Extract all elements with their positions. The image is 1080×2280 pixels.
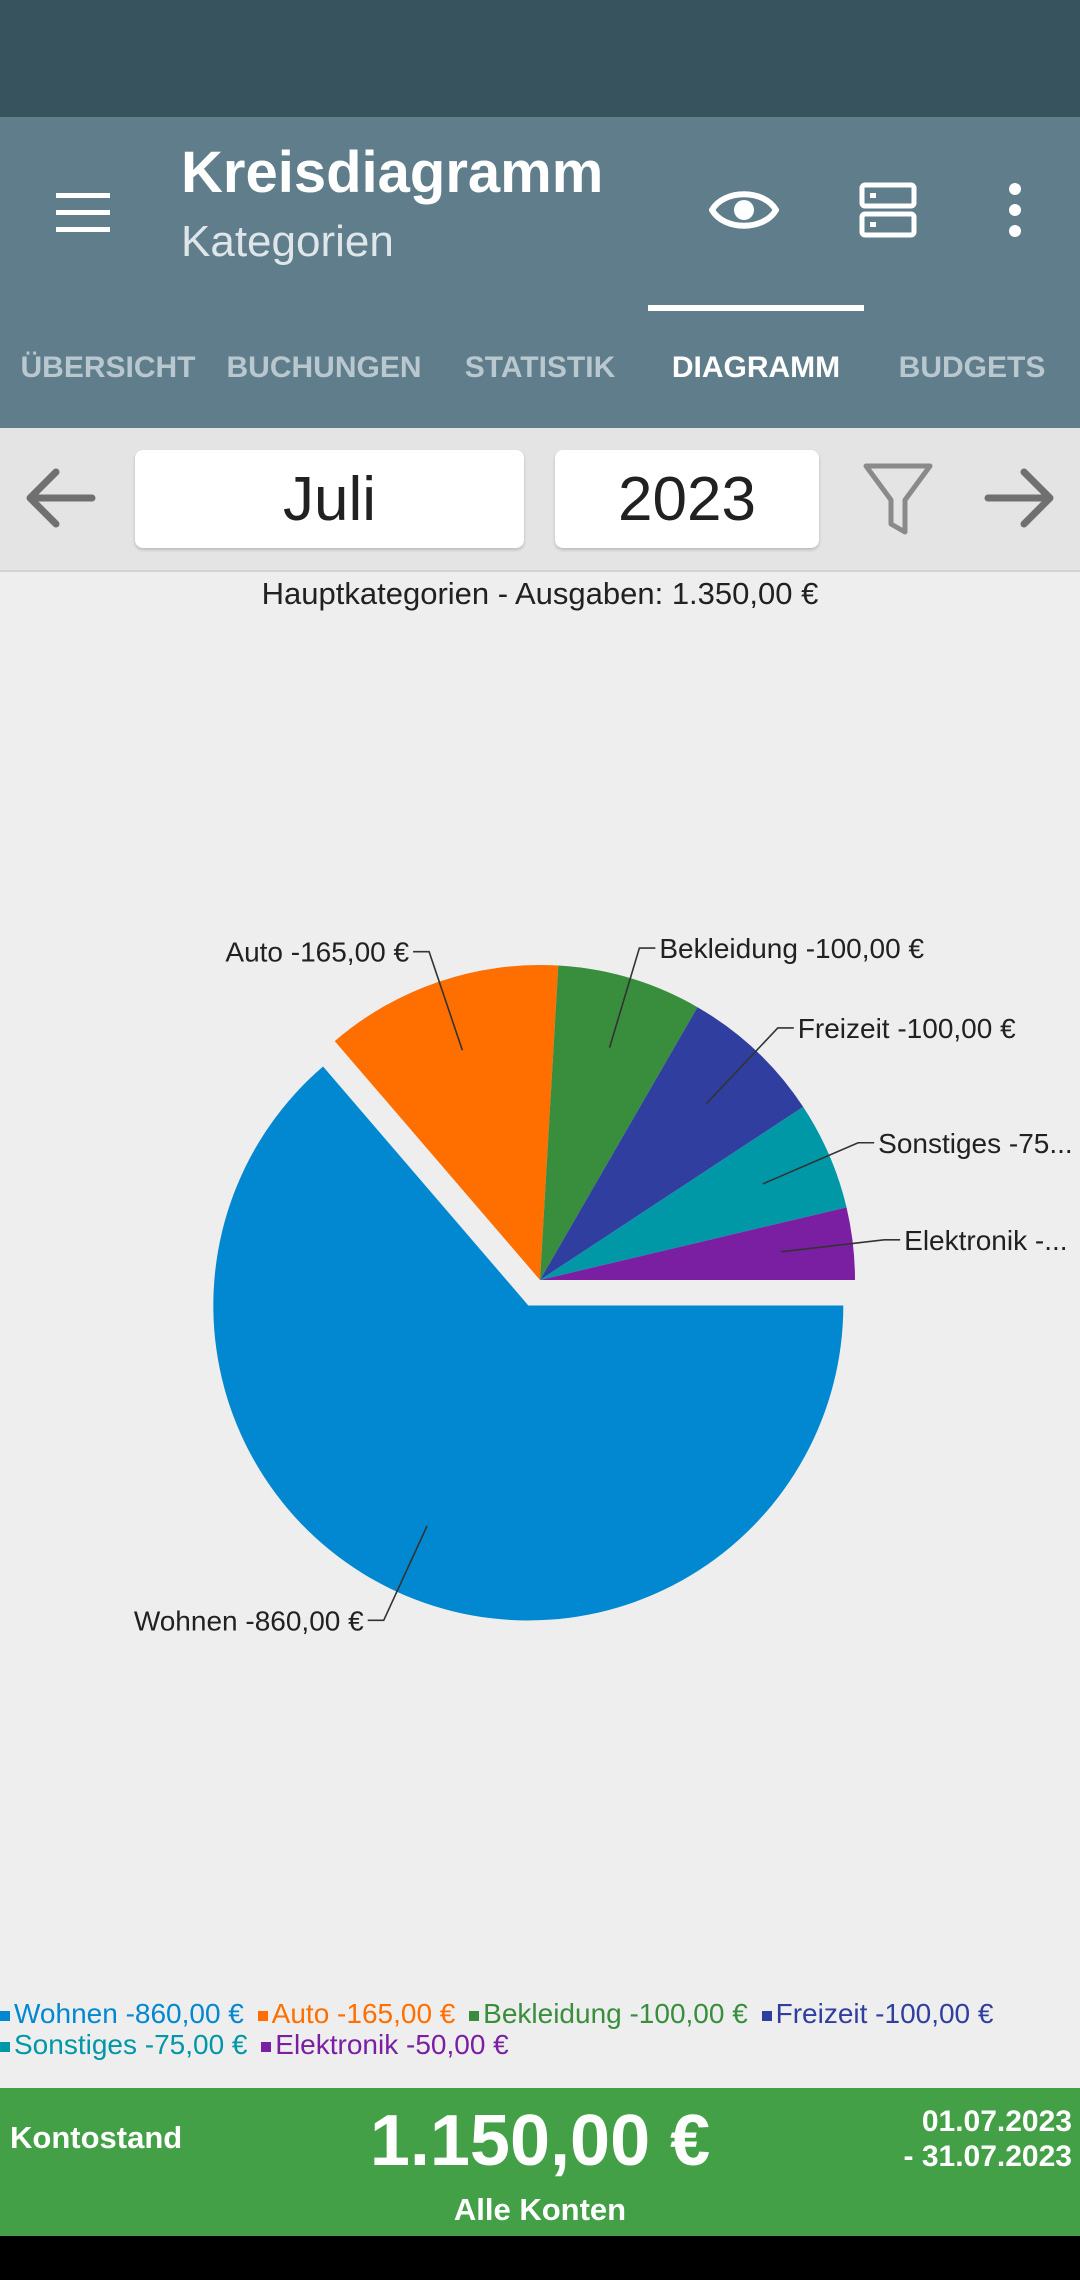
more-vert-icon[interactable]	[970, 165, 1060, 255]
pie-leader-line	[367, 1525, 428, 1622]
server-icon[interactable]	[843, 165, 933, 255]
legend-swatch	[761, 2010, 772, 2021]
tab-buchungen[interactable]: BUCHUNGEN	[226, 350, 422, 384]
legend-swatch	[469, 2010, 480, 2021]
pie-label-wohnen: Wohnen -860,00 €	[134, 1605, 364, 1636]
app-bar: Kreisdiagramm Kategorien ÜBERSICHT BUCHU…	[0, 117, 1080, 428]
balance-amount: 1.150,00 €	[369, 2101, 711, 2181]
date-from: 01.07.2023	[921, 2105, 1072, 2138]
month-selector[interactable]: Juli	[135, 450, 524, 548]
legend-item: Elektronik -50,00 €	[261, 2029, 509, 2060]
pie-chart: Wohnen -860,00 € Auto -165,00 € Bekleidung…	[134, 933, 1073, 1636]
page-subtitle: Kategorien	[181, 217, 394, 266]
tab-indicator	[648, 305, 864, 311]
legend-label: Freizeit -100,00 €	[775, 1998, 994, 2029]
legend-label: Wohnen -860,00 €	[14, 1998, 244, 2029]
pie-leader-line	[413, 950, 464, 1051]
pie-leader-line	[705, 1027, 794, 1105]
legend-item: Freizeit -100,00 €	[761, 1998, 994, 2029]
balance-footer[interactable]: Kontostand 1.150,00 € Alle Konten 01.07.…	[0, 2088, 1080, 2236]
pie-slice-sonstiges	[540, 1106, 847, 1280]
eye-icon[interactable]	[699, 165, 789, 255]
legend-row: Wohnen -860,00 € Auto -165,00 € Bekleidu…	[0, 1998, 1080, 2029]
legend-item: Wohnen -860,00 €	[0, 1998, 244, 2029]
pie-slice-elektronik	[540, 1207, 856, 1280]
year-selector[interactable]: 2023	[555, 450, 819, 548]
legend-swatch	[0, 2010, 10, 2021]
arrow-right-icon[interactable]	[980, 458, 1060, 538]
pie-slice-wohnen	[213, 1066, 844, 1621]
legend-swatch	[257, 2010, 268, 2021]
pie-leader-line	[608, 947, 656, 1048]
tab-statistik[interactable]: STATISTIK	[464, 350, 616, 384]
legend-swatch	[0, 2041, 10, 2052]
tab-uebersicht[interactable]: ÜBERSICHT	[20, 350, 196, 384]
pie-label-auto: Auto -165,00 €	[225, 937, 409, 968]
tab-budgets[interactable]: BUDGETS	[898, 350, 1046, 384]
pie-leader-line	[780, 1238, 901, 1253]
legend-label: Elektronik -50,00 €	[275, 2029, 509, 2060]
date-to: - 31.07.2023	[903, 2140, 1072, 2173]
tab-diagramm[interactable]: DIAGRAMM	[671, 350, 841, 384]
pie-slice-bekleidung	[540, 965, 698, 1280]
pie-label-freizeit: Freizeit -100,00 €	[798, 1013, 1016, 1044]
tab-bar: ÜBERSICHT BUCHUNGEN STATISTIK DIAGRAMM B…	[0, 307, 1080, 428]
legend-item: Sonstiges -75,00 €	[0, 2029, 248, 2060]
pie-label-bekleidung: Bekleidung -100,00 €	[659, 933, 924, 964]
pie-slice-freizeit	[540, 1007, 804, 1280]
legend-label: Auto -165,00 €	[271, 1998, 456, 2029]
pie-slice-auto	[334, 965, 559, 1280]
pie-leader-line	[762, 1141, 875, 1185]
legend-swatch	[261, 2041, 272, 2052]
legend-label: Sonstiges -75,00 €	[14, 2029, 248, 2060]
filter-icon[interactable]	[860, 458, 936, 542]
period-toolbar: Juli 2023	[0, 428, 1080, 572]
chart-title: Hauptkategorien - Ausgaben: 1.350,00 €	[261, 576, 819, 611]
menu-icon[interactable]	[50, 179, 116, 245]
page-title: Kreisdiagramm	[181, 140, 604, 205]
pie-label-sonstiges: Sonstiges -75...	[878, 1128, 1073, 1159]
legend-item: Bekleidung -100,00 €	[469, 1998, 748, 2029]
pie-label-elektronik: Elektronik -...	[904, 1225, 1067, 1256]
system-nav-bar	[0, 2236, 1080, 2280]
arrow-left-icon[interactable]	[20, 458, 100, 538]
status-bar	[0, 0, 1080, 117]
balance-label: Kontostand	[10, 2120, 183, 2155]
chart-legend: Wohnen -860,00 € Auto -165,00 € Bekleidu…	[0, 1998, 1080, 2060]
accounts-label: Alle Konten	[453, 2192, 627, 2227]
date-range: 01.07.2023 - 31.07.2023	[904, 2104, 1072, 2174]
legend-label: Bekleidung -100,00 €	[483, 1998, 748, 2029]
legend-row: Sonstiges -75,00 € Elektronik -50,00 €	[0, 2029, 1080, 2060]
legend-item: Auto -165,00 €	[257, 1998, 456, 2029]
